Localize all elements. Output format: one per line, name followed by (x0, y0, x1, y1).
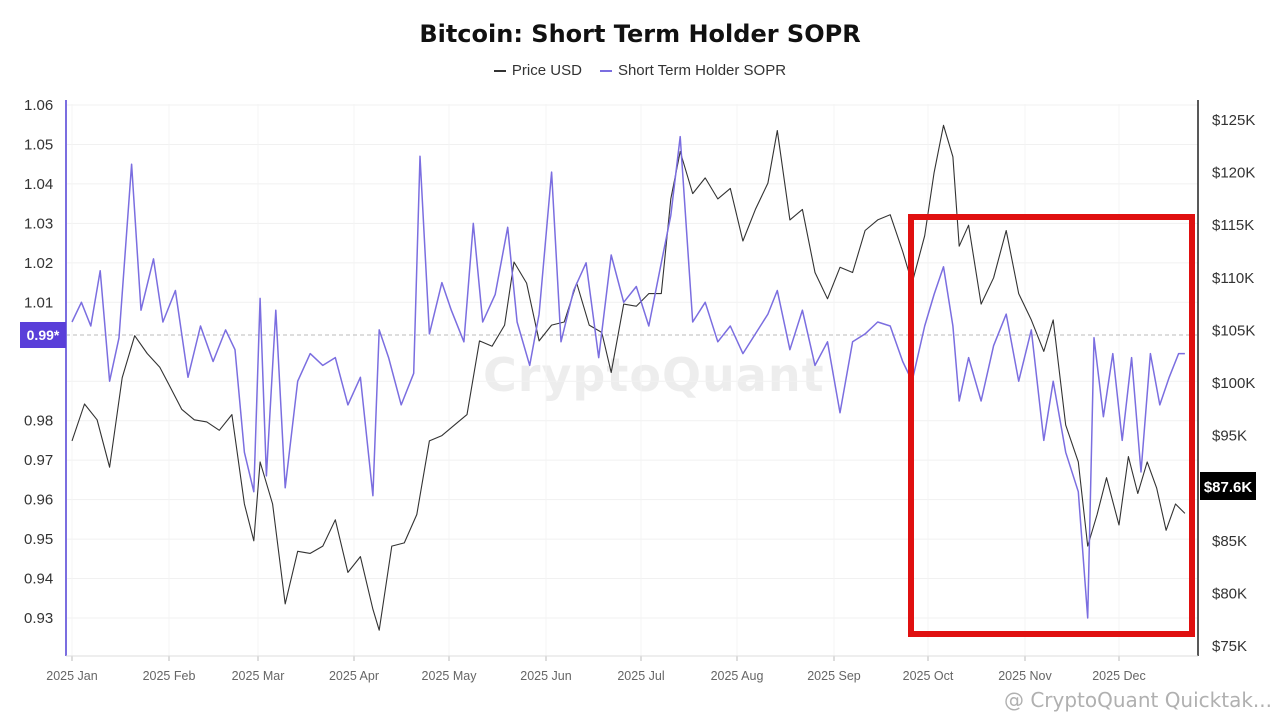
x-tick-label: 2025 Jan (46, 669, 97, 683)
x-tick-label: 2025 Jun (520, 669, 571, 683)
y-right-tick-label: $120K (1212, 165, 1255, 182)
chart-title: Bitcoin: Short Term Holder SOPR (419, 20, 861, 48)
series-line-sopr (71, 135, 1185, 619)
x-tick-label: 2025 Apr (329, 669, 379, 683)
x-tick-label: 2025 Aug (711, 669, 764, 683)
series-layer (71, 124, 1186, 631)
footer-credit: @ CryptoQuant Quicktak... (1003, 688, 1272, 712)
legend-item-price[interactable]: Price USD (493, 62, 582, 79)
annotations (908, 214, 1195, 637)
current-price-badge-label: $87.6K (1204, 479, 1253, 496)
gridlines (66, 104, 1198, 656)
y-right-tick-label: $115K (1212, 217, 1254, 234)
y-left-tick-label: 0.98 (24, 413, 53, 430)
x-tick-label: 2025 Jul (617, 669, 664, 683)
y-left-tick-label: 0.95 (24, 531, 53, 548)
y-right-tick-label: $110K (1212, 270, 1254, 287)
current-price-badge-bg (1200, 472, 1256, 500)
x-tick-label: 2025 May (422, 669, 478, 683)
highlight-box (908, 214, 1195, 637)
y-right-tick-label: $100K (1212, 375, 1255, 392)
current-sopr-badge-label: 0.99* (27, 327, 60, 343)
y-left-tick-label: 0.97 (24, 452, 53, 469)
x-tick-label: 2025 Nov (998, 669, 1052, 683)
y-left-tick-label: 1.04 (24, 176, 53, 193)
y-right-tick-label: $75K (1212, 638, 1247, 655)
legend-swatch-sopr (599, 69, 612, 72)
legend-swatch-price (493, 69, 506, 72)
axes: 1.06 1.05 1.04 1.03 1.02 1.01 0.98 0.97 0.96 0.95… (20, 97, 1256, 683)
current-sopr-badge-bg (20, 322, 66, 348)
y-right-tick-label: $80K (1212, 585, 1247, 602)
y-right-tick-label: $95K (1212, 428, 1247, 445)
y-left-tick-label: 0.96 (24, 492, 53, 509)
y-left-tick-label: 1.02 (24, 255, 53, 272)
y-left-tick-label: 1.01 (24, 294, 53, 311)
y-right-tick-label: $125K (1212, 112, 1255, 129)
chart-legend: Price USD Short Term Holder SOPR (0, 62, 1280, 79)
y-left-tick-label: 0.94 (24, 571, 53, 588)
x-tick-label: 2025 Sep (807, 669, 861, 683)
series-line-price (71, 124, 1186, 631)
x-tick-label: 2025 Oct (903, 669, 954, 683)
legend-item-sopr[interactable]: Short Term Holder SOPR (599, 62, 787, 79)
watermark: CryptoQuant (483, 348, 825, 402)
x-tick-label: 2025 Feb (143, 669, 196, 683)
legend-label-price: Price USD (511, 62, 582, 79)
y-right-tick-label: $105K (1212, 322, 1255, 339)
y-left-tick-label: 1.05 (24, 136, 53, 153)
y-left-tick-label: 0.93 (24, 610, 53, 627)
y-left-tick-label: 1.03 (24, 215, 53, 232)
x-tick-label: 2025 Mar (232, 669, 285, 683)
x-tick-label: 2025 Dec (1092, 669, 1146, 683)
current-sopr-badge: 0.99* (20, 322, 66, 348)
current-price-badge: $87.6K (1200, 472, 1256, 500)
y-right-tick-label: $85K (1212, 533, 1247, 550)
y-left-tick-label: 1.06 (24, 97, 53, 114)
legend-label-sopr: Short Term Holder SOPR (617, 62, 787, 79)
